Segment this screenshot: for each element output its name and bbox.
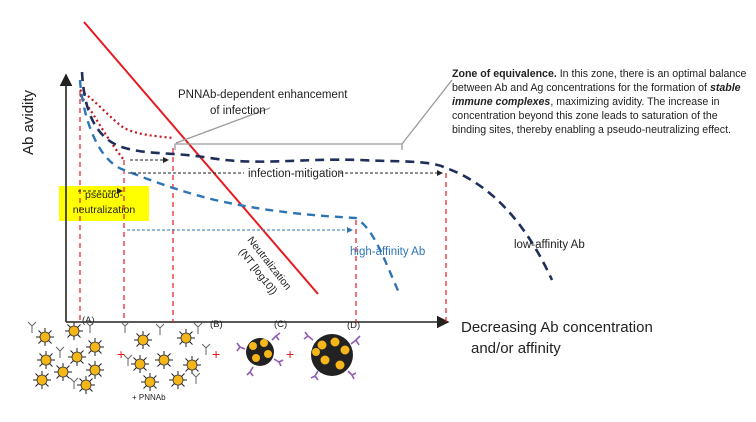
neutralization-line xyxy=(83,21,319,295)
axes xyxy=(59,73,450,329)
zone-text-2: , maximizing avidity. The increase in co… xyxy=(452,96,731,136)
pseudo-neutralization-highlight xyxy=(59,186,149,221)
x-axis-label-line2: and/or affinity xyxy=(471,340,561,357)
panel-d-label: (D) xyxy=(347,320,360,331)
pseudo-line2: neutralization xyxy=(72,204,136,216)
pseudo-neutralization-label: pseudo- neutralization xyxy=(59,188,149,218)
low-affinity-label: low-affinity Ab xyxy=(514,239,585,251)
x-axis-label-line1: Decreasing Ab concentration xyxy=(461,319,653,336)
panel-a-viruses xyxy=(27,321,105,395)
pnnab-label: + PNNAb xyxy=(132,393,166,402)
panel-b-label: (B) xyxy=(210,319,223,330)
plus-sign-3: + xyxy=(286,346,294,362)
zone-of-equivalence-note: Zone of equivalence. In this zone, there… xyxy=(452,67,752,137)
guide-lines xyxy=(79,90,447,322)
zone-emphasis: stable immune complexes xyxy=(452,82,741,108)
panel-d-complex xyxy=(303,331,361,381)
high-affinity-curve xyxy=(78,79,402,296)
high-affinity-label: high-affinity Ab xyxy=(350,246,425,258)
x-axis-label: Decreasing Ab concentration and/or affin… xyxy=(461,317,721,359)
y-axis-label: Ab avidity xyxy=(20,89,37,155)
plus-sign-1: + xyxy=(117,346,125,362)
panel-c-complex xyxy=(236,332,284,377)
panel-b-viruses xyxy=(120,321,211,392)
enhancement-label-line1: PNNAb-dependent enhancement xyxy=(178,89,348,101)
pseudo-line1: pseudo- xyxy=(85,189,123,201)
zone-text-1: In this zone, there is an optimal balanc… xyxy=(452,68,747,94)
panel-c-label: (C) xyxy=(274,319,287,330)
range-arrows xyxy=(78,157,443,233)
panel-a-label: (A) xyxy=(82,315,95,326)
plus-sign-2: + xyxy=(212,346,220,362)
enhancement-label-line2: of infection xyxy=(210,105,266,117)
zone-title: Zone of equivalence. xyxy=(452,68,557,80)
equivalence-bracket xyxy=(174,79,453,150)
infection-mitigation-label: infection-mitigation xyxy=(248,168,344,180)
low-affinity-curve xyxy=(80,71,554,281)
neutralization-label: Neutralization (NT [log10]) xyxy=(236,234,294,297)
